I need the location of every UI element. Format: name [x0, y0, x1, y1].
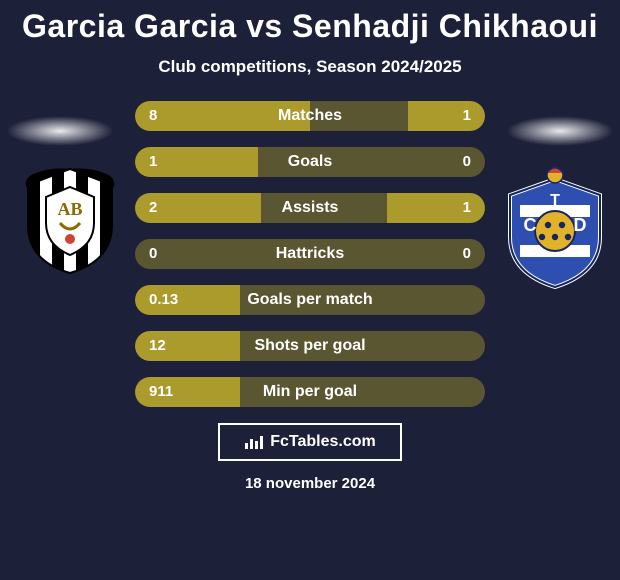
- svg-text:D: D: [574, 215, 587, 235]
- page-title: Garcia Garcia vs Senhadji Chikhaoui: [0, 8, 620, 45]
- stat-label: Min per goal: [135, 377, 485, 407]
- stat-value-left: 2: [149, 193, 157, 223]
- stat-value-right: 1: [463, 101, 471, 131]
- stat-value-right: 0: [463, 147, 471, 177]
- stat-row: Assists2 1: [135, 193, 485, 223]
- branding-badge: FcTables.com: [218, 423, 402, 461]
- stat-value-left: 0: [149, 239, 157, 269]
- stat-value-left: 12: [149, 331, 166, 361]
- stat-value-left: 8: [149, 101, 157, 131]
- stat-value-left: 0.13: [149, 285, 178, 315]
- club-crest-right: C D T: [500, 165, 610, 294]
- stat-value-right: 0: [463, 239, 471, 269]
- svg-text:C: C: [524, 215, 537, 235]
- date-text: 18 november 2024: [0, 475, 620, 492]
- club-crest-left: AB: [20, 165, 120, 282]
- stat-row: Hattricks0 0: [135, 239, 485, 269]
- subtitle: Club competitions, Season 2024/2025: [0, 57, 620, 77]
- stat-rows: Matches81Goals10Assists21Hattricks00Goal…: [135, 101, 485, 407]
- stat-label: Matches: [135, 101, 485, 131]
- player-shadow-right: [506, 116, 614, 146]
- stat-label: Assists: [135, 193, 485, 223]
- stat-row: Min per goal911: [135, 377, 485, 407]
- stat-row: Shots per goal12: [135, 331, 485, 361]
- svg-text:T: T: [550, 192, 560, 209]
- player-shadow-left: [6, 116, 114, 146]
- stat-value-left: 911: [149, 377, 173, 407]
- stat-row: Matches8 1: [135, 101, 485, 131]
- stat-value-left: 1: [149, 147, 157, 177]
- stat-row: Goals per match0.13: [135, 285, 485, 315]
- stat-value-right: 1: [463, 193, 471, 223]
- chart-icon: [244, 434, 264, 450]
- stat-label: Goals: [135, 147, 485, 177]
- comparison-panel: AB C D T Matches81Goals10Assists21Hattri…: [0, 101, 620, 407]
- stat-label: Shots per goal: [135, 331, 485, 361]
- branding-text: FcTables.com: [270, 433, 376, 451]
- stat-row: Goals1 0: [135, 147, 485, 177]
- stat-label: Goals per match: [135, 285, 485, 315]
- stat-label: Hattricks: [135, 239, 485, 269]
- svg-text:AB: AB: [57, 199, 82, 219]
